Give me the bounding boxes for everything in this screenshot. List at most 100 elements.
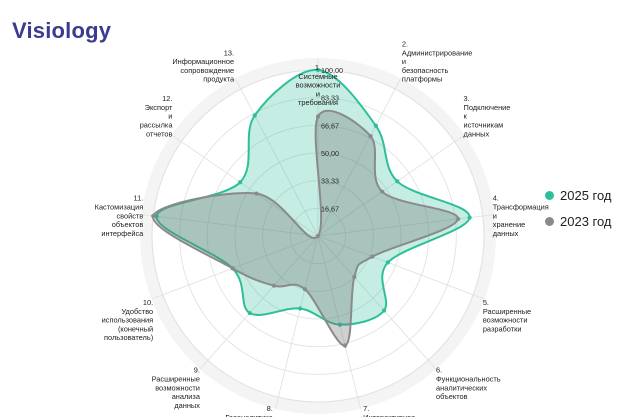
legend-label-2025: 2025 год <box>560 188 612 203</box>
series-2025-point <box>373 123 378 128</box>
series-2023-point <box>254 191 259 196</box>
series-2023-point <box>352 274 357 280</box>
axis-label-line: интерфейса <box>101 229 144 238</box>
axis-label-line: Подключение <box>464 103 511 112</box>
series-2025-point <box>315 67 321 73</box>
grid-spoke <box>235 78 319 237</box>
axis-label-3: 3. Подключение к источникам данных <box>464 94 511 138</box>
axis-label-5: 5. Расширенные возможности разработки <box>483 298 531 333</box>
axis-label-line: разработки <box>483 324 522 333</box>
tick-label: 50,00 <box>321 149 339 158</box>
grid-spoke <box>199 235 319 370</box>
axis-label-line: 2. <box>402 40 408 49</box>
axis-label-line: Геоаналитика <box>225 413 273 417</box>
series-2025-point <box>385 260 390 265</box>
axis-label-line: и <box>402 57 406 66</box>
axis-label-13: 13. Информационное сопровождение продукта <box>172 48 235 83</box>
axis-label-line: возможности <box>483 316 528 325</box>
series-2025-point <box>252 113 257 118</box>
axis-label-line: свойств <box>116 211 143 220</box>
axis-label-line: отчетов <box>146 129 172 138</box>
series-2023-point <box>271 283 277 288</box>
axis-label-line: продукта <box>203 75 235 84</box>
tick-label: 83,33 <box>321 94 339 103</box>
axis-label-1: 1. Системные возможности и требования <box>296 63 341 107</box>
axis-label-line: сопровождение <box>180 66 234 75</box>
series-2023-point <box>455 216 461 222</box>
axis-label-line: Трансформация <box>493 202 549 211</box>
axis-label-line: 13. <box>224 48 234 57</box>
axis-label-line: 1. <box>315 63 321 72</box>
series-2025-point <box>154 214 159 219</box>
grid-spoke <box>171 134 319 237</box>
axis-label-line: и <box>316 89 320 98</box>
axis-label-line: Информационное <box>172 57 234 66</box>
axis-label-line: 7. <box>363 404 369 413</box>
axis-label-10: 10. Удобство использования (конечный пользов… <box>102 298 154 342</box>
axis-label-7: 7.Интерактивноевизуальное <box>363 404 415 417</box>
axis-label-8: 8.Геоаналитика <box>225 404 273 417</box>
axis-label-11: 11. Кастомизация свойств объектов интерфейса <box>95 194 144 238</box>
grid-spoke <box>317 235 485 300</box>
axis-label-line: 12. <box>162 94 172 103</box>
tick-label: 66,67 <box>321 121 339 130</box>
axis-label-line: данных <box>174 401 200 410</box>
axis-label-line: объектов <box>436 392 468 401</box>
grid-spoke <box>317 235 437 370</box>
axis-label-line: и <box>168 112 172 121</box>
series-2025-point <box>337 322 342 327</box>
axis-label-line: рассылка <box>140 120 174 129</box>
series-2025-point <box>298 306 303 311</box>
axis-label-line: требования <box>298 98 338 107</box>
legend-item-2023[interactable]: 2023 год <box>545 214 612 229</box>
axis-label-line: безопасность <box>402 66 449 75</box>
series-2023-point <box>370 254 375 259</box>
axis-label-line: данных <box>464 129 490 138</box>
axis-label-line: использования <box>102 316 154 325</box>
legend-marker-2023 <box>545 217 554 226</box>
axis-label-line: анализа <box>172 392 201 401</box>
axis-label-line: Администрирование <box>402 48 472 57</box>
axis-label-line: и <box>493 211 497 220</box>
series-2025-point <box>247 310 252 316</box>
axis-label-line: 5. <box>483 298 489 307</box>
axis-label-line: 3. <box>464 94 470 103</box>
grid-spoke <box>275 235 319 409</box>
grid-spoke <box>317 134 465 237</box>
axis-label-9: 9. Расширенные возможности анализа данных <box>152 366 201 410</box>
radar-series <box>151 67 472 348</box>
tick-label: 16,67 <box>321 204 339 213</box>
tick-label: 33,33 <box>321 177 339 186</box>
series-2023-point <box>342 343 348 348</box>
series-2023-point <box>302 287 307 292</box>
axis-label-line: 11. <box>134 194 144 203</box>
series-2023-point <box>315 114 321 119</box>
series-2025-point <box>395 179 400 184</box>
legend-item-2025[interactable]: 2025 год <box>545 188 612 203</box>
axis-label-line: 10. <box>143 298 153 307</box>
axis-label-line: Интерактивное <box>363 413 415 417</box>
axis-label-line: источникам <box>464 120 504 129</box>
legend-marker-2025 <box>545 191 554 200</box>
axis-label-line: платформы <box>402 75 442 84</box>
series-2025-point <box>467 215 472 220</box>
axis-label-line: (конечный <box>118 324 153 333</box>
axis-label-line: Экспорт <box>145 103 173 112</box>
axis-label-line: к <box>464 112 468 121</box>
axis-label-line: объектов <box>112 220 144 229</box>
axis-label-line: Системные <box>298 72 337 81</box>
axis-label-2: 2. Администрирование и безопасность платформ… <box>402 40 472 84</box>
series-2023-point <box>380 189 385 194</box>
axis-label-line: 9. <box>194 366 200 375</box>
axis-label-line: аналитических <box>436 383 487 392</box>
legend-label-2023: 2023 год <box>560 214 612 229</box>
grid-spoke <box>141 214 319 237</box>
axis-label-line: Функциональность <box>436 375 501 384</box>
series-2023-area <box>152 109 460 347</box>
tick-label: 100,00 <box>321 66 343 75</box>
axis-label-line: Расширенные <box>483 307 531 316</box>
axis-label-line: 4. <box>493 194 499 203</box>
series-2023-point <box>315 233 321 239</box>
